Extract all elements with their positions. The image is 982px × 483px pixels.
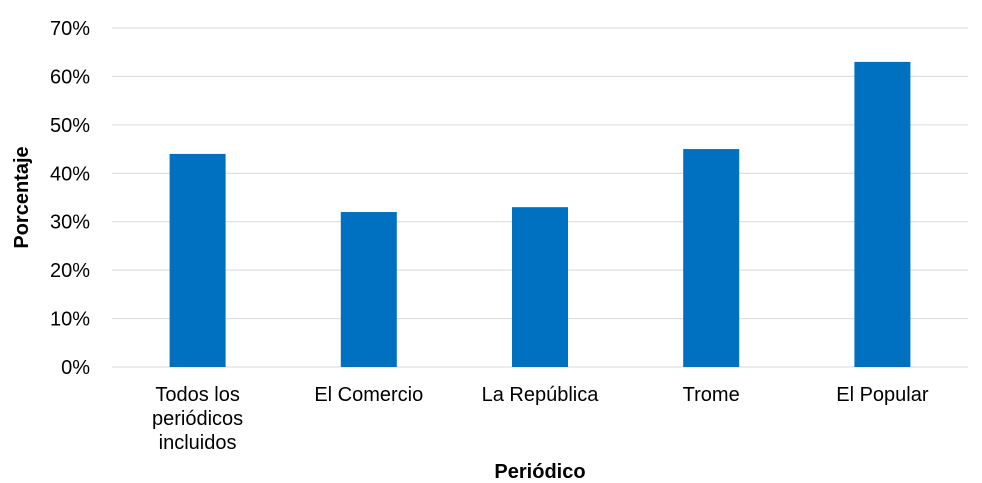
x-category-label: La República [482,384,600,406]
y-tick-label: 30% [50,212,90,234]
x-category-label: Trome [683,384,740,406]
y-tick-label: 10% [50,309,90,331]
bar [683,149,740,367]
y-tick-label: 0% [61,357,90,379]
bar [512,207,568,367]
y-tick-label: 70% [50,18,90,40]
x-category-label: El Popular [836,384,929,406]
bar [169,153,226,367]
x-category-label: Todos los periódicos incluidos [152,384,243,454]
bars [169,61,911,368]
y-tick-label: 40% [50,163,90,185]
bar [340,212,397,367]
y-axis-ticks: 0% 10% 20% 30% 40% 50% 60% 70% [50,18,90,379]
y-tick-label: 20% [50,260,90,282]
y-axis-title: Porcentaje [11,146,33,248]
x-category-label: El Comercio [314,384,423,406]
x-axis-title: Periódico [494,461,585,483]
y-tick-label: 60% [50,66,90,88]
y-tick-label: 50% [50,115,90,137]
x-axis-categories: Todos los periódicos incluidos El Comercio L… [152,384,929,454]
bar [854,61,911,368]
